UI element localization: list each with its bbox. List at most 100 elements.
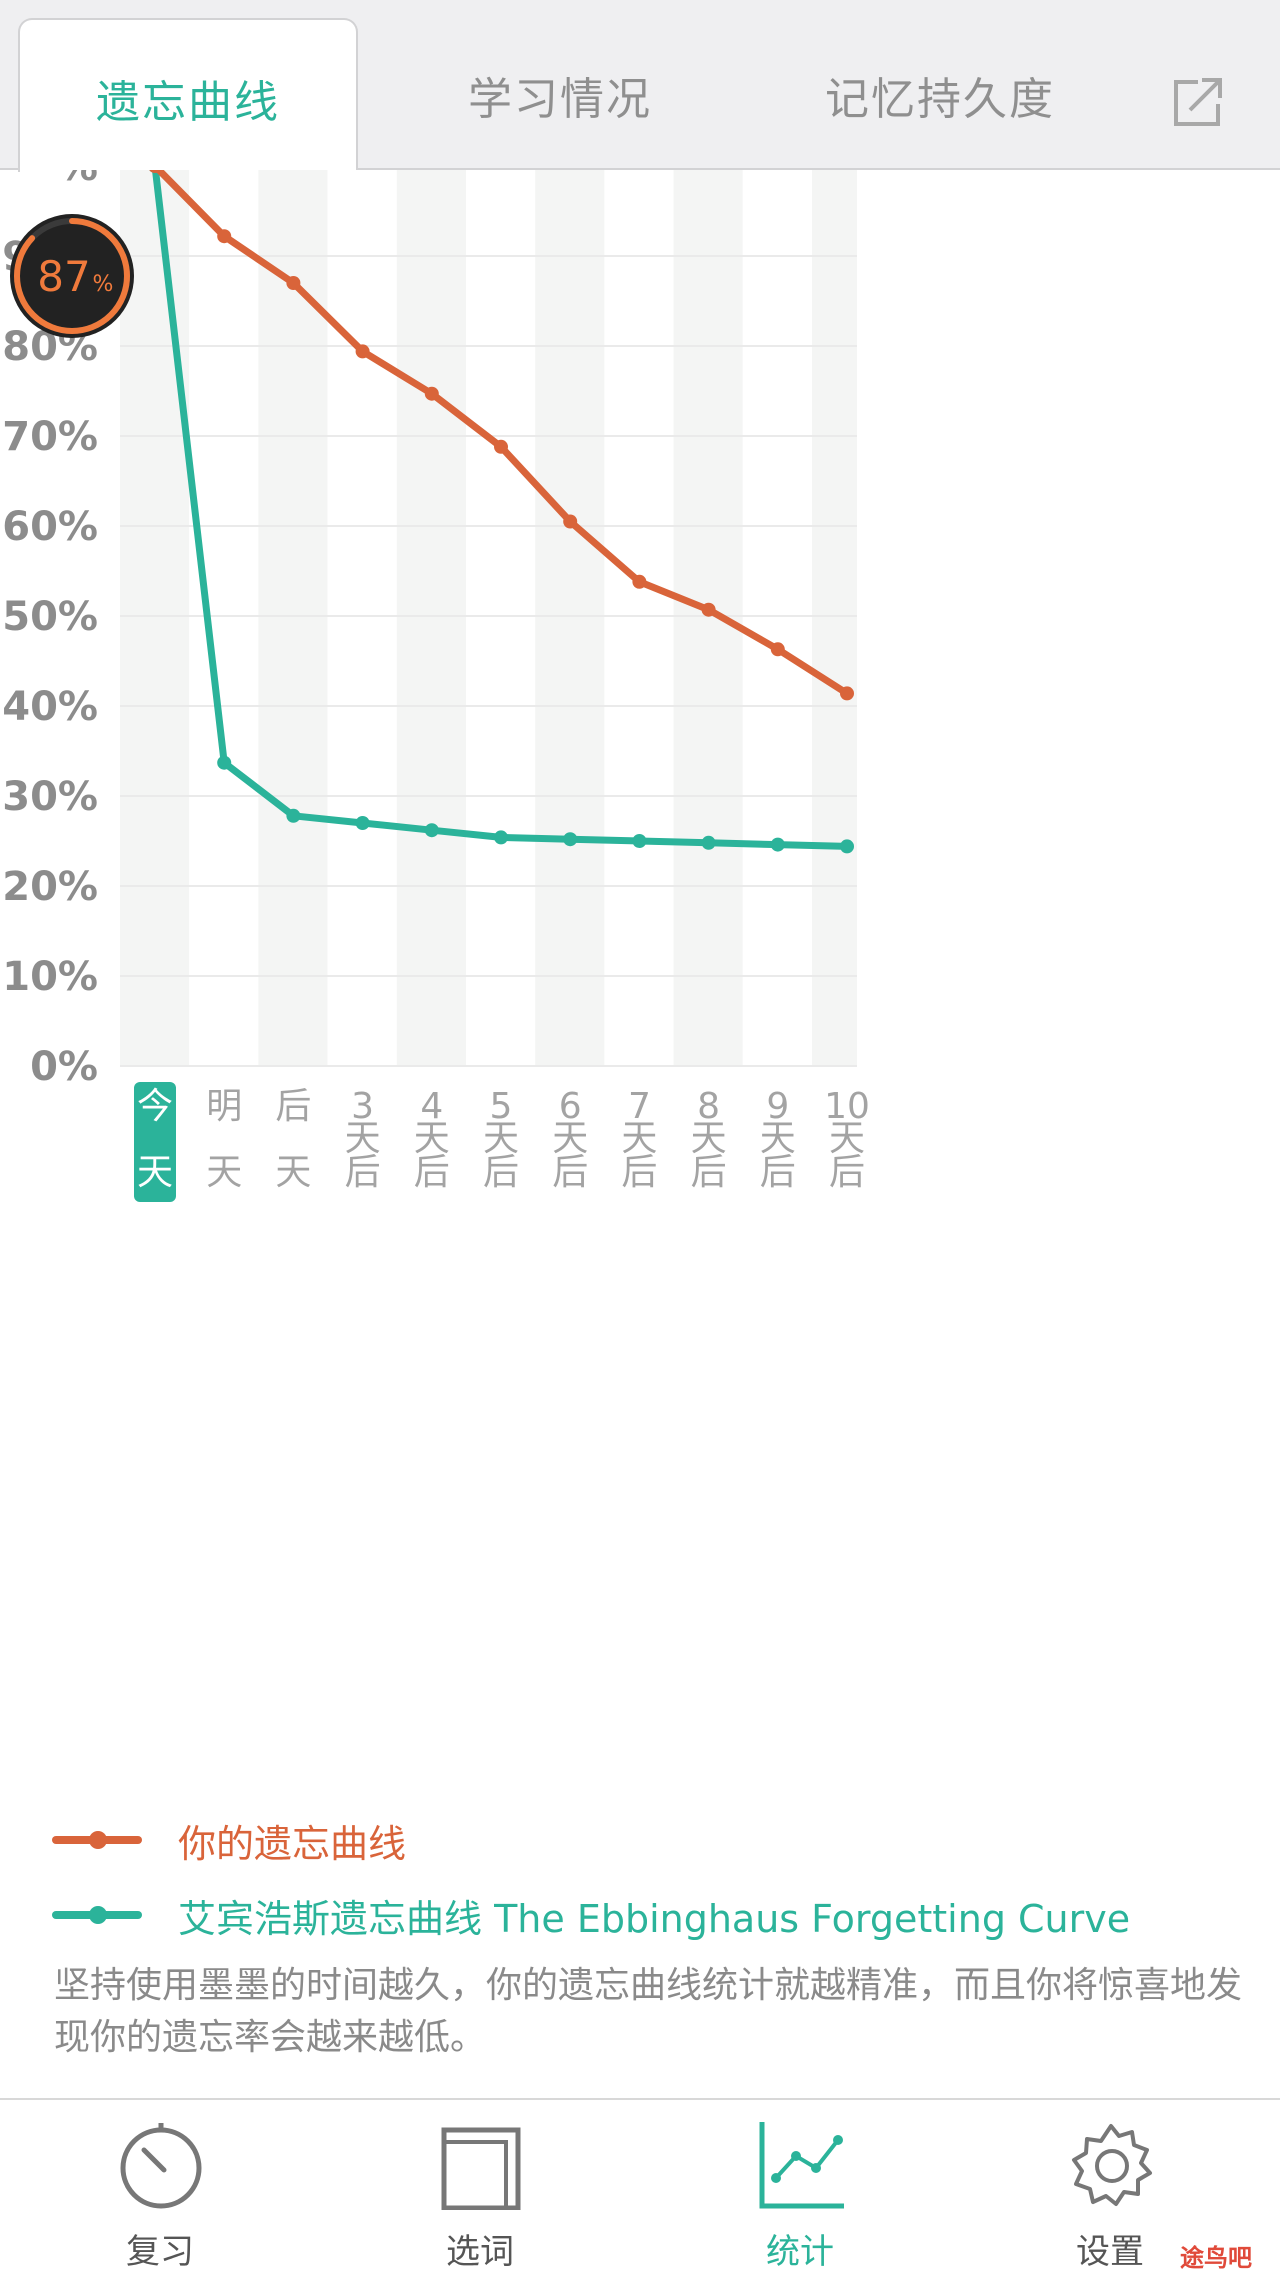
y-tick-label: 30% (2, 774, 98, 820)
x-tick-label-bottom: 后 (621, 1152, 657, 1193)
x-tick-label-bottom: 后 (414, 1152, 450, 1193)
y-tick-label: 0% (30, 1044, 98, 1090)
stats-chart-icon (759, 2122, 844, 2209)
x-tick-label-bottom: 后 (552, 1152, 588, 1193)
score-value: 87 (37, 252, 90, 301)
chart-band (466, 170, 536, 1066)
watermark-logo: 途鸟吧 (1180, 2244, 1252, 2272)
x-tick-label: 8 (697, 1086, 720, 1127)
series-point (563, 514, 578, 529)
series-point (632, 834, 647, 848)
x-tick-label: 后 (275, 1086, 311, 1127)
x-tick-label-mid: 天 (760, 1118, 796, 1159)
y-tick-label: % (58, 170, 98, 190)
chart-band (604, 170, 674, 1066)
y-tick-label: 10% (2, 954, 98, 1000)
chart-band (742, 170, 812, 1066)
nav-settings-label: 设置 (1076, 2232, 1144, 2272)
x-tick-label-bottom: 后 (345, 1152, 381, 1193)
nav-review-label: 复习 (126, 2232, 194, 2272)
series-point (840, 686, 854, 701)
chart-band (673, 170, 743, 1066)
x-tick-label-bottom: 天 (137, 1152, 173, 1193)
chart-band (120, 170, 190, 1066)
x-tick-label: 9 (766, 1086, 789, 1127)
x-tick-label-mid: 天 (621, 1118, 657, 1159)
book-icon (441, 2127, 521, 2210)
gear-icon (1072, 2124, 1152, 2206)
chart-band (327, 170, 397, 1066)
x-tick-label: 3 (351, 1086, 374, 1127)
series-point (286, 276, 301, 290)
x-tick-label-mid: 天 (345, 1118, 381, 1159)
chart-band (535, 170, 605, 1066)
y-tick-label: 60% (2, 504, 98, 550)
series-point (355, 344, 370, 359)
legend-item-ebbinghaus: 艾宾浩斯遗忘曲线 The Ebbinghaus Forgetting Curve (52, 1885, 1130, 1945)
x-tick-label: 明 (206, 1086, 242, 1127)
legend-swatch-mine (52, 1831, 142, 1849)
chart-background-bands (120, 170, 857, 1066)
x-tick-label: 今 (137, 1086, 173, 1127)
series-point (701, 835, 716, 850)
x-tick-label-bottom: 后 (760, 1152, 796, 1193)
memory-score-badge[interactable]: 87 % (9, 213, 135, 339)
x-tick-label-bottom: 后 (829, 1152, 865, 1193)
nav-review[interactable]: 复习 (50, 2100, 270, 2278)
series-point (494, 830, 508, 845)
series-point (632, 574, 647, 589)
x-tick-label-mid: 天 (829, 1118, 865, 1159)
x-label-highlight (134, 1082, 176, 1202)
x-tick-label-bottom: 天 (275, 1152, 311, 1193)
nav-statistics-label: 统计 (766, 2232, 834, 2272)
legend-label-ebbinghaus: 艾宾浩斯遗忘曲线 The Ebbinghaus Forgetting Curve (178, 1896, 1131, 1941)
series-point (424, 386, 439, 401)
tab-forgetting-curve[interactable]: 遗忘曲线 (18, 18, 358, 172)
y-tick-label: 70% (2, 414, 98, 460)
series-point (149, 170, 161, 173)
x-tick-label: 6 (559, 1086, 582, 1127)
x-tick-label: 5 (490, 1086, 513, 1127)
bottom-navigation: 复习 选词 统计 设置 (0, 2098, 1280, 2278)
tab-study-status[interactable]: 学习情况 (468, 74, 652, 125)
series-point (494, 439, 508, 454)
series-point (286, 808, 301, 823)
series-point (563, 832, 578, 847)
x-tick-label-mid: 天 (483, 1118, 519, 1159)
legend-item-mine: 你的遗忘曲线 (52, 1810, 406, 1870)
nav-select-words[interactable]: 选词 (370, 2100, 590, 2278)
chart-band (258, 170, 328, 1066)
top-tab-bar: 遗忘曲线 学习情况 记忆持久度 (0, 0, 1280, 172)
legend-label-mine: 你的遗忘曲线 (178, 1821, 407, 1866)
y-tick-label: 20% (2, 864, 98, 910)
nav-settings[interactable]: 设置 (1000, 2100, 1220, 2278)
tab-memory-durability[interactable]: 记忆持久度 (825, 74, 1055, 125)
x-tick-label: 4 (420, 1086, 443, 1127)
nav-statistics[interactable]: 统计 (690, 2100, 910, 2278)
x-tick-label: 7 (628, 1086, 651, 1127)
series-point (840, 839, 854, 854)
series-point (770, 837, 785, 852)
y-tick-label: 50% (2, 594, 98, 640)
y-tick-label: 40% (2, 684, 98, 730)
x-tick-label-mid: 天 (552, 1118, 588, 1159)
forgetting-curve-chart: %90%80%70%60%50%40%30%20%10%0% 今天明天后天3天后… (2, 170, 870, 1202)
nav-select-words-label: 选词 (446, 2232, 514, 2272)
x-tick-label-bottom: 天 (206, 1152, 242, 1193)
description-note: 坚持使用墨墨的时间越久，你的遗忘曲线统计就越精准，而且你将惊喜地发现你的遗忘率会… (54, 1965, 1243, 2058)
chart-band (189, 170, 259, 1066)
series-point (424, 823, 439, 838)
x-tick-label-bottom: 后 (691, 1152, 727, 1193)
legend-swatch-ebbinghaus (52, 1906, 142, 1924)
chart-band (812, 170, 857, 1066)
series-point (217, 229, 232, 244)
x-tick-label-mid: 天 (414, 1118, 450, 1159)
chart-series (149, 170, 854, 854)
share-icon[interactable] (1168, 72, 1228, 132)
score-unit: % (93, 272, 114, 297)
series-point (355, 816, 370, 830)
x-tick-label: 10 (824, 1086, 870, 1127)
timer-icon (120, 2123, 202, 2209)
series-point (770, 642, 785, 657)
